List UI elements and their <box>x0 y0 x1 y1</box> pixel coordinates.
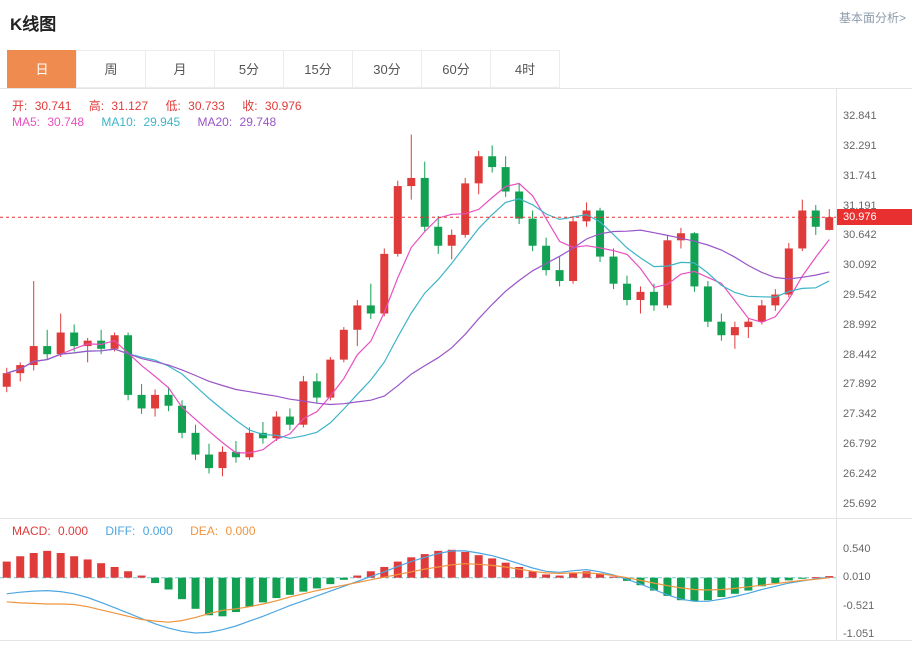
ma-info: MA5: 30.748 MA10: 29.945 MA20: 29.748 <box>12 115 290 129</box>
macd-value: 0.000 <box>58 524 89 538</box>
ma5-value: 30.748 <box>47 115 85 129</box>
macd-axis: 0.540 0.010 -0.521 -1.051 <box>836 519 912 641</box>
macd-tick: -0.521 <box>843 599 875 612</box>
chart-area: 开: 30.741 高: 31.127 低: 30.733 收: 30.976 … <box>0 88 912 641</box>
tab-m15[interactable]: 15分 <box>283 50 353 88</box>
ma10-label: MA10: <box>101 115 137 129</box>
price-tick: 31.191 <box>843 199 877 212</box>
price-tick: 28.442 <box>843 348 877 361</box>
macd-tick: 0.010 <box>843 571 871 584</box>
tab-h4[interactable]: 4时 <box>490 50 560 88</box>
high-value: 31.127 <box>111 99 149 113</box>
tab-m60[interactable]: 60分 <box>421 50 491 88</box>
price-tick: 26.242 <box>843 467 877 480</box>
price-tick: 30.092 <box>843 259 877 272</box>
low-value: 30.733 <box>188 99 225 113</box>
macd-plot[interactable] <box>0 519 836 641</box>
diff-value: 0.000 <box>142 524 173 538</box>
price-tick: 26.792 <box>843 438 877 451</box>
price-axis: 32.841 32.291 31.741 31.191 30.642 30.092 29.5… <box>836 89 912 518</box>
page-title: K线图 <box>10 15 57 34</box>
last-price-badge: 30.976 <box>837 209 912 226</box>
price-tick: 28.992 <box>843 318 877 331</box>
tab-month[interactable]: 月 <box>145 50 215 88</box>
price-tick: 31.741 <box>843 169 877 182</box>
pane-divider <box>0 518 912 519</box>
price-tick: 29.542 <box>843 288 877 301</box>
price-tick: 30.642 <box>843 229 877 242</box>
price-tick: 32.841 <box>843 110 877 123</box>
tab-m30[interactable]: 30分 <box>352 50 422 88</box>
fundamental-analysis-link[interactable]: 基本面分析> <box>838 11 906 25</box>
macd-tick: -1.051 <box>843 628 875 641</box>
price-tick: 25.692 <box>843 497 877 510</box>
dea-label: DEA: <box>190 524 219 538</box>
close-label: 收: <box>242 99 258 113</box>
high-label: 高: <box>88 99 105 113</box>
ma20-label: MA20: <box>197 115 233 129</box>
tab-week[interactable]: 周 <box>76 50 146 88</box>
price-tick: 27.892 <box>843 378 877 391</box>
timeframe-tabs: 日周月 5分 15分 30分 60分 4时 <box>7 50 560 88</box>
macd-info: MACD: 0.000 DIFF: 0.000 DEA: 0.000 <box>12 524 270 538</box>
ma10-value: 29.945 <box>143 115 181 129</box>
diff-label: DIFF: <box>105 524 136 538</box>
low-label: 低: <box>165 99 181 113</box>
macd-tick: 0.540 <box>843 542 871 555</box>
open-label: 开: <box>12 99 28 113</box>
dea-value: 0.000 <box>225 524 256 538</box>
ohlc-info: 开: 30.741 高: 31.127 低: 30.733 收: 30.976 <box>12 97 316 114</box>
ma5-label: MA5: <box>12 115 41 129</box>
price-tick: 32.291 <box>843 139 877 152</box>
price-tick: 27.342 <box>843 408 877 421</box>
tab-m5[interactable]: 5分 <box>214 50 284 88</box>
close-value: 30.976 <box>264 99 302 113</box>
macd-label: MACD: <box>12 524 51 538</box>
ma20-value: 29.748 <box>239 115 277 129</box>
axis-divider <box>836 89 837 641</box>
tab-day[interactable]: 日 <box>7 50 77 88</box>
candlestick-plot[interactable] <box>0 89 836 518</box>
open-value: 30.741 <box>34 99 72 113</box>
